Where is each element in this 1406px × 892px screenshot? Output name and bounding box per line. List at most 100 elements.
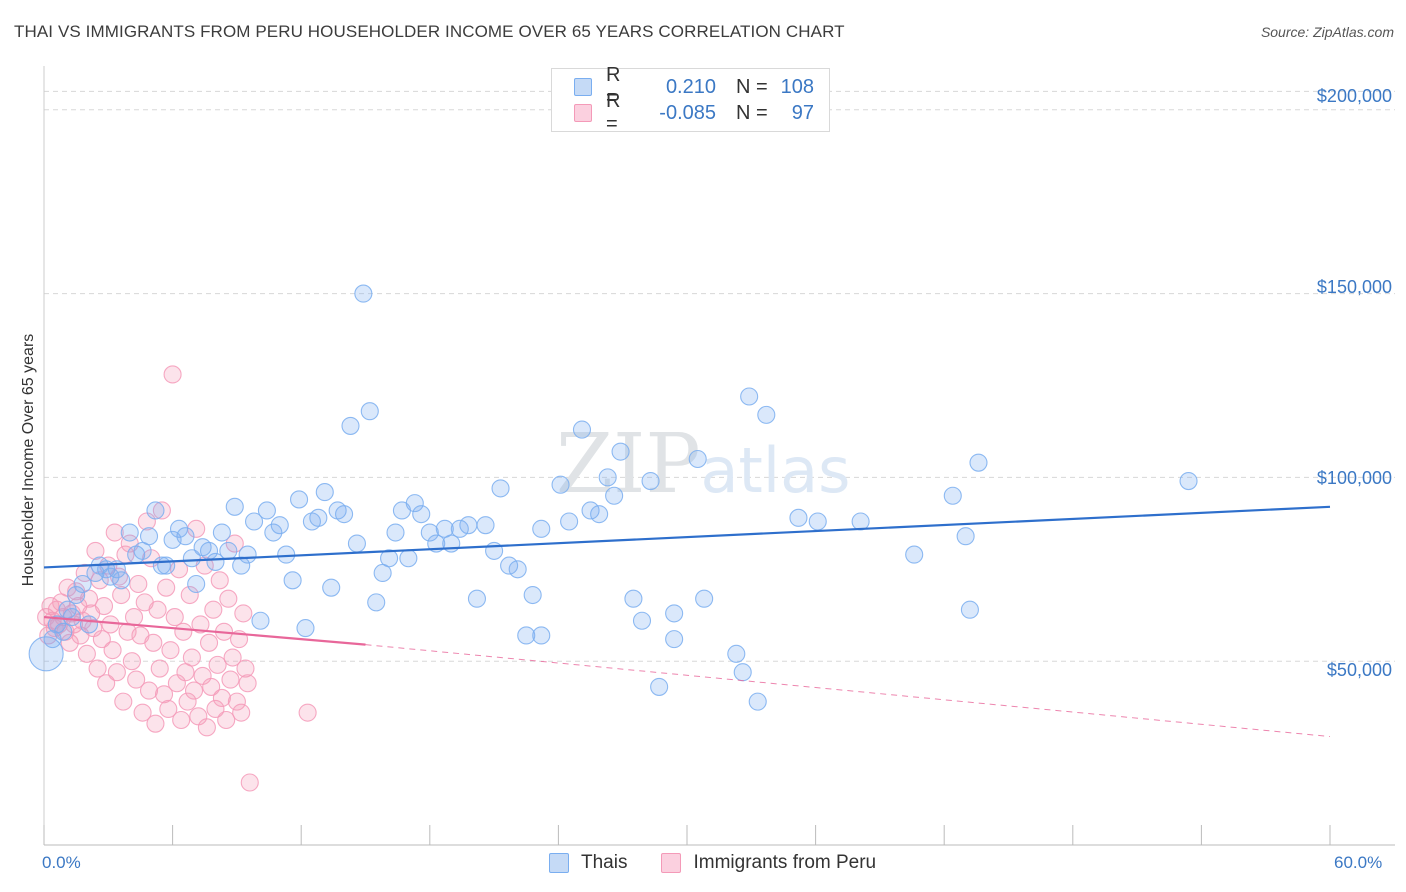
thai-point [360, 402, 379, 421]
series-legend-peru: Immigrants from Peru [661, 852, 876, 874]
thai-point [73, 574, 92, 594]
peru-point [184, 681, 204, 700]
peru-point [159, 699, 178, 719]
legend-swatch-peru [574, 104, 592, 122]
series-label-peru: Immigrants from Peru [693, 852, 877, 873]
thai-point [244, 512, 264, 531]
peru-point [112, 585, 131, 605]
thai-point [598, 468, 617, 487]
thai-point [517, 626, 536, 645]
thai-point [551, 475, 570, 494]
peru-point [182, 648, 201, 667]
peru-point [97, 674, 116, 693]
thai-point [412, 505, 431, 524]
peru-point [124, 608, 144, 627]
legend-n-value: 108 [780, 75, 814, 98]
thai-point [47, 615, 66, 634]
legend-n-label: N = [736, 101, 768, 124]
thai-point [560, 512, 579, 531]
thai-point [315, 483, 334, 502]
thai-point [182, 549, 201, 568]
source-credit: Source: ZipAtlas.com [1260, 24, 1394, 40]
peru-point [101, 615, 120, 634]
peru-point [88, 659, 107, 678]
thai-point [101, 567, 120, 586]
series-legend-thais: Thais [549, 852, 627, 874]
y-tick-150000: $150,000 [1316, 277, 1392, 297]
thai-point [277, 545, 296, 564]
peru-point [227, 692, 246, 711]
peru-point [144, 633, 163, 652]
peru-point [236, 659, 255, 678]
thai-point [789, 508, 808, 527]
thai-point [688, 449, 707, 469]
thai-point [572, 420, 592, 439]
thai-point [960, 600, 979, 619]
peru-point [152, 501, 171, 520]
thai-point [322, 578, 341, 597]
thai-point [665, 630, 684, 649]
thai-point [733, 663, 752, 682]
peru-point [221, 670, 240, 689]
peru-point [94, 596, 114, 616]
peru-trendline [43, 615, 366, 646]
thai-point [367, 593, 386, 612]
thai-point [1179, 472, 1198, 491]
thai-point [54, 622, 73, 641]
thai-point [641, 472, 660, 491]
thai-point [283, 571, 302, 590]
peru-point [122, 652, 141, 671]
peru-point [172, 710, 191, 730]
thai-point [476, 516, 495, 535]
thai-point [590, 505, 609, 524]
thai-point [79, 615, 99, 634]
peru-point [208, 655, 227, 674]
peru-point [92, 630, 111, 649]
peru-point [77, 644, 96, 663]
thai-point [748, 692, 767, 711]
peru-point [86, 541, 105, 560]
peru-point [219, 589, 238, 608]
peru-point [232, 703, 251, 722]
thai-point [727, 644, 746, 663]
peru-point [217, 710, 236, 730]
peru-point [212, 688, 231, 708]
peru-point [165, 608, 184, 627]
thai-trendline [43, 505, 1331, 569]
thai-point [206, 552, 225, 571]
thai-point [139, 527, 159, 546]
series-legend: Thais Immigrants from Peru [549, 852, 910, 874]
thai-point [219, 541, 238, 560]
peru-point [180, 585, 199, 605]
thai-point [380, 549, 399, 568]
x-tick-min: 0.0% [42, 853, 81, 872]
thai-point [740, 387, 759, 406]
series-swatch-thais [549, 853, 569, 873]
thai-point [347, 534, 366, 553]
peru-point [103, 641, 122, 660]
peru-point [148, 600, 167, 619]
thai-point [632, 611, 652, 630]
thai-point [309, 508, 328, 527]
thai-point [264, 523, 283, 542]
peru-point [114, 692, 133, 711]
legend-row-peru: R = -0.085 N = 97 [574, 90, 814, 135]
thai-point [969, 453, 988, 472]
thai-point [420, 523, 439, 542]
thai-point [943, 486, 962, 505]
thai-point [62, 608, 81, 627]
thai-point [354, 284, 373, 303]
thai-point [467, 589, 487, 608]
x-tick-max: 60.0% [1334, 853, 1383, 872]
peru-trendline-dashed [365, 644, 1331, 738]
thai-point [611, 442, 630, 461]
thai-point [399, 549, 418, 568]
thai-point [176, 527, 195, 546]
thai-point [491, 479, 510, 498]
peru-point [238, 674, 257, 693]
peru-point [197, 718, 216, 737]
legend-r-value: 0.210 [665, 75, 716, 98]
peru-point [178, 692, 197, 711]
thai-point [665, 604, 684, 623]
